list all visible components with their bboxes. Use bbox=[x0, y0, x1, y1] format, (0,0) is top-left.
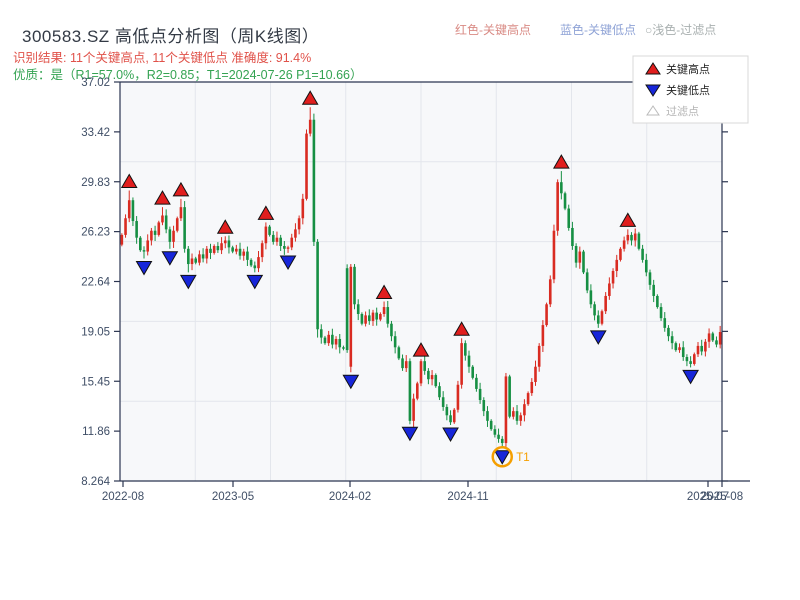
key-low-marker bbox=[179, 274, 197, 290]
x-axis-label: 2025-07 bbox=[687, 491, 729, 503]
key-high-legend-icon bbox=[645, 62, 661, 75]
note-key-high: 红色-关键高点 bbox=[455, 23, 531, 37]
t1-label: T1 bbox=[516, 452, 529, 464]
legend-item-high[interactable]: 关键高点 bbox=[645, 62, 710, 76]
x-axis-label: 2023-05 bbox=[212, 491, 254, 503]
y-axis-label: 33.42 bbox=[81, 127, 110, 139]
t1-circle bbox=[491, 446, 514, 468]
key-high-marker bbox=[301, 90, 319, 105]
key-low-marker bbox=[493, 450, 511, 465]
key-high-marker bbox=[375, 284, 393, 300]
key-low-marker bbox=[401, 426, 419, 442]
key-low-marker bbox=[135, 260, 153, 276]
legend-item-label: 关键低点 bbox=[666, 83, 710, 97]
gridlines bbox=[120, 82, 722, 481]
key-high-marker bbox=[216, 219, 234, 234]
note-key-low: 蓝色-关键低点 bbox=[560, 23, 636, 37]
key-high-marker bbox=[257, 205, 275, 220]
key-point-markers bbox=[120, 90, 699, 465]
y-axis-label: 37.02 bbox=[81, 77, 110, 89]
y-axis-label: 8.264 bbox=[81, 476, 110, 488]
key-low-marker bbox=[342, 374, 360, 390]
x-axis-label: 2024-11 bbox=[447, 491, 488, 503]
key-low-marker bbox=[442, 427, 459, 442]
legend-item-filtered[interactable]: 过滤点 bbox=[646, 105, 699, 118]
y-axis-label: 29.83 bbox=[81, 177, 110, 189]
x-axis-label: 2024-02 bbox=[329, 491, 371, 503]
legend-item-low[interactable]: 关键低点 bbox=[645, 83, 710, 97]
key-high-marker bbox=[412, 342, 430, 357]
key-high-marker bbox=[154, 190, 171, 205]
key-high-marker bbox=[619, 212, 637, 227]
recognition-result-line: 识别结果: 11个关键高点, 11个关键低点 准确度: 91.4% bbox=[13, 51, 312, 65]
key-low-marker bbox=[682, 369, 699, 385]
legend-item-label: 关键高点 bbox=[666, 62, 710, 76]
y-axis-label: 22.64 bbox=[81, 277, 110, 289]
key-low-legend-icon bbox=[645, 84, 661, 97]
key-low-marker bbox=[589, 330, 607, 345]
y-axis-label: 15.45 bbox=[81, 376, 110, 388]
axes: 37.02 33.42 29.83 26.23 22.64 19.05 15.45 11.86… bbox=[81, 77, 750, 503]
key-low-marker bbox=[279, 255, 297, 270]
y-axis-label: 26.23 bbox=[81, 227, 110, 239]
quality-line: 优质：是（R1=57.0%，R2=0.85；T1=2024-07-26 P1=1… bbox=[13, 68, 363, 82]
key-high-marker bbox=[453, 321, 470, 336]
note-filtered: ○浅色-过滤点 bbox=[645, 23, 717, 37]
filtered-point-legend-icon bbox=[646, 105, 660, 116]
key-low-marker bbox=[246, 274, 264, 290]
x-axis-label: 2025-08 bbox=[701, 491, 743, 503]
candlestick-series bbox=[120, 107, 722, 450]
key-low-marker bbox=[161, 251, 179, 266]
key-high-marker bbox=[172, 181, 190, 197]
key-high-marker bbox=[120, 173, 138, 189]
x-axis-label: 2022-08 bbox=[102, 491, 144, 503]
y-axis-label: 19.05 bbox=[81, 326, 110, 338]
key-high-marker bbox=[552, 154, 570, 169]
legend-item-label: 过滤点 bbox=[666, 105, 699, 118]
y-axis-label: 11.86 bbox=[82, 426, 110, 438]
page-title: 300583.SZ 高低点分析图（周K线图） bbox=[22, 27, 320, 46]
